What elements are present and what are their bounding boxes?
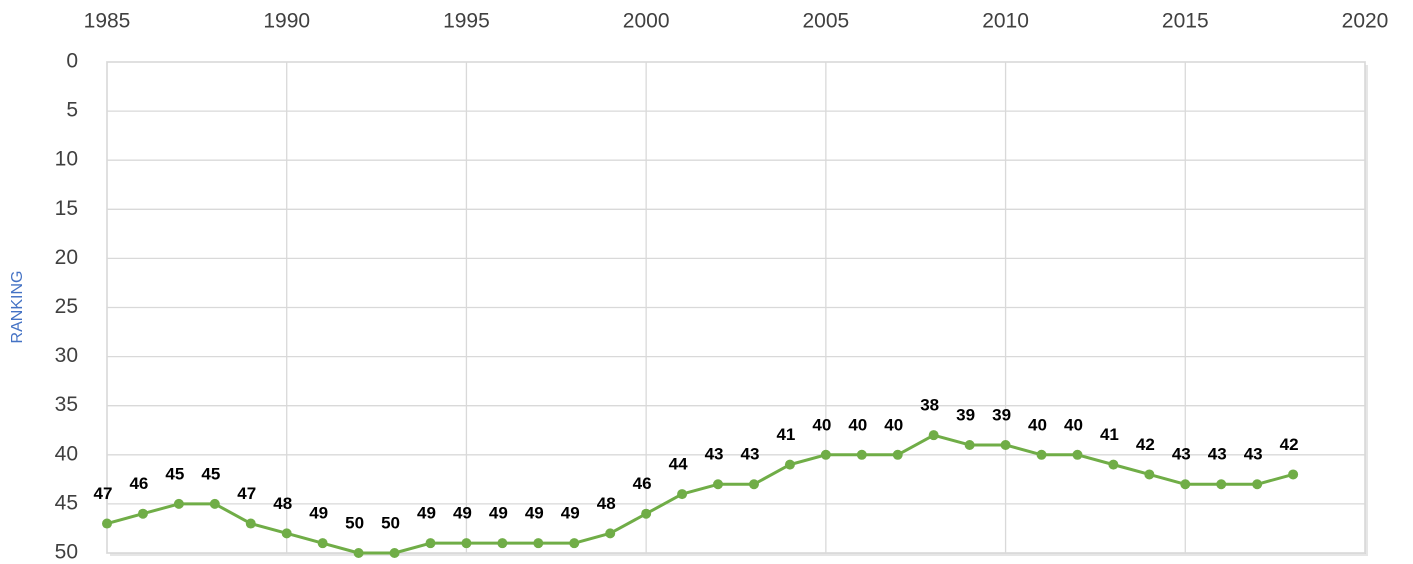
y-tick-label: 25 — [55, 295, 78, 318]
data-label: 49 — [453, 504, 472, 523]
data-label: 43 — [741, 445, 760, 464]
data-label: 40 — [884, 415, 903, 434]
marker — [533, 538, 544, 549]
data-label: 38 — [920, 396, 939, 415]
x-tick-label: 2000 — [623, 10, 670, 33]
data-label: 49 — [309, 504, 328, 523]
y-tick-label: 35 — [55, 393, 78, 416]
marker — [137, 508, 148, 519]
y-tick-label: 30 — [55, 344, 78, 367]
marker — [1252, 479, 1263, 490]
data-label: 45 — [165, 464, 184, 483]
data-label: 41 — [776, 425, 795, 444]
marker — [1180, 479, 1191, 490]
data-label: 46 — [129, 474, 148, 493]
x-tick-label: 2015 — [1162, 10, 1209, 33]
data-label: 50 — [345, 513, 364, 532]
marker — [389, 548, 400, 558]
marker — [353, 548, 364, 558]
data-label: 42 — [1136, 435, 1155, 454]
marker — [748, 479, 759, 490]
data-label: 40 — [812, 415, 831, 434]
data-label: 42 — [1280, 435, 1299, 454]
marker — [281, 528, 292, 539]
data-label: 43 — [1208, 445, 1227, 464]
marker — [173, 498, 184, 509]
data-label: 49 — [417, 504, 436, 523]
y-tick-label: 20 — [55, 246, 78, 269]
marker — [677, 489, 688, 500]
marker — [569, 538, 580, 549]
marker — [497, 538, 508, 549]
marker — [425, 538, 436, 549]
data-label: 49 — [561, 504, 580, 523]
marker — [605, 528, 616, 539]
y-tick-label: 50 — [55, 541, 78, 564]
y-tick-label: 40 — [55, 442, 78, 465]
data-label: 50 — [381, 513, 400, 532]
data-label: 45 — [201, 464, 220, 483]
x-tick-label: 2020 — [1342, 10, 1389, 33]
y-tick-label: 5 — [66, 99, 78, 122]
marker — [1216, 479, 1227, 490]
data-label: 43 — [1172, 445, 1191, 464]
data-label: 41 — [1100, 425, 1119, 444]
marker — [964, 439, 975, 450]
x-tick-label: 2005 — [802, 10, 849, 33]
x-tick-label: 2010 — [982, 10, 1029, 33]
data-label: 47 — [94, 484, 113, 503]
marker — [1108, 459, 1119, 470]
y-tick-label: 0 — [66, 50, 78, 73]
marker — [856, 449, 867, 460]
marker — [1288, 469, 1299, 480]
data-label: 48 — [597, 494, 616, 513]
y-tick-label: 15 — [55, 197, 78, 220]
line — [106, 433, 1294, 555]
marker — [317, 538, 328, 549]
data-label: 40 — [1064, 415, 1083, 434]
marker — [928, 430, 939, 441]
marker — [245, 518, 256, 529]
marker — [784, 459, 795, 470]
y-tick-label: 45 — [55, 491, 78, 514]
marker — [461, 538, 472, 549]
data-label: 47 — [237, 484, 256, 503]
data-label: 48 — [273, 494, 292, 513]
data-label: 49 — [489, 504, 508, 523]
y-axis-label: RANKING — [9, 271, 26, 344]
data-label: 43 — [1244, 445, 1263, 464]
data-label: 44 — [669, 455, 688, 474]
marker — [1000, 439, 1011, 450]
data-label: 40 — [1028, 415, 1047, 434]
data-label: 46 — [633, 474, 652, 493]
x-tick-label: 1995 — [443, 10, 490, 33]
marker — [1144, 469, 1155, 480]
marker — [209, 498, 220, 509]
marker — [1036, 449, 1047, 460]
marker — [641, 508, 652, 519]
data-label: 43 — [705, 445, 724, 464]
marker — [102, 518, 112, 529]
data-label: 39 — [992, 405, 1011, 424]
data-label: 40 — [848, 415, 867, 434]
x-tick-label: 1990 — [263, 10, 310, 33]
data-label: 49 — [525, 504, 544, 523]
marker — [1072, 449, 1083, 460]
marker — [820, 449, 831, 460]
data-label: 39 — [956, 405, 975, 424]
marker — [892, 449, 903, 460]
marker — [713, 479, 724, 490]
x-tick-label: 1985 — [84, 10, 131, 33]
y-tick-label: 10 — [55, 148, 78, 171]
